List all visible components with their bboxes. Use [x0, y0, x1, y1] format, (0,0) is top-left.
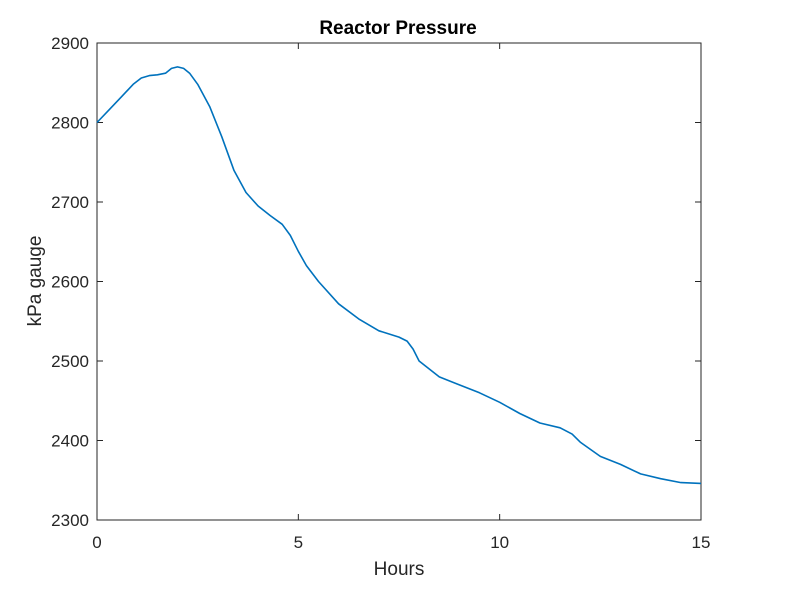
- y-tick-label: 2600: [51, 273, 89, 292]
- pressure-line: [96, 66, 702, 485]
- x-tick-label: 10: [490, 533, 509, 552]
- y-tick-label: 2800: [51, 114, 89, 133]
- axis-ticks: [96, 42, 702, 521]
- y-tick-label: 2500: [51, 352, 89, 371]
- plot-area: [96, 42, 702, 521]
- x-axis-label: Hours: [374, 559, 425, 580]
- y-tick-label: 2700: [51, 193, 89, 212]
- y-tick-label: 2400: [51, 432, 89, 451]
- chart-title: Reactor Pressure: [319, 18, 476, 39]
- y-axis-label: kPa gauge: [25, 236, 46, 327]
- x-tick-label: 15: [692, 533, 711, 552]
- x-tick-label: 0: [92, 533, 101, 552]
- y-tick-label: 2300: [51, 511, 89, 530]
- y-tick-label: 2900: [51, 34, 89, 53]
- tick-labels: 0 5 10 15 2300 2400 2500 2600 2700 2800 2900: [51, 34, 710, 552]
- x-tick-label: 5: [294, 533, 303, 552]
